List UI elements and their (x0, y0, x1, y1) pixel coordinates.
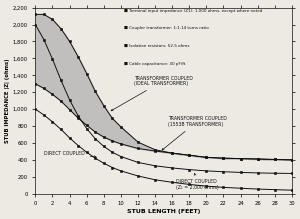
Text: ■ Cable capacitance: 30 pF/ft: ■ Cable capacitance: 30 pF/ft (124, 62, 185, 66)
Text: ■ Terminal input impedance (Z1): 1,000 ohms, except where noted: ■ Terminal input impedance (Z1): 1,000 o… (124, 9, 262, 12)
Text: ■ Coupler transformer: 1:1.14 turns ratio: ■ Coupler transformer: 1:1.14 turns rati… (124, 26, 208, 30)
Text: DIRECT COUPLED: DIRECT COUPLED (44, 151, 96, 158)
Text: TRANSFORMER COUPLED
(1553B TRANSFORMER): TRANSFORMER COUPLED (1553B TRANSFORMER) (162, 116, 227, 150)
Y-axis label: STUB IMPEDANCE |Z| (ohms): STUB IMPEDANCE |Z| (ohms) (5, 58, 10, 143)
Text: TRANSFORMER COUPLED
(IDEAL TRANSFORMER): TRANSFORMER COUPLED (IDEAL TRANSFORMER) (111, 76, 193, 111)
Text: ■ Isolation resistors: 52.5 ohms: ■ Isolation resistors: 52.5 ohms (124, 44, 189, 48)
X-axis label: STUB LENGTH (FEET): STUB LENGTH (FEET) (127, 209, 200, 214)
Text: DIRECT COUPLED
(Z₁ = 2,000 ohms): DIRECT COUPLED (Z₁ = 2,000 ohms) (176, 173, 219, 190)
